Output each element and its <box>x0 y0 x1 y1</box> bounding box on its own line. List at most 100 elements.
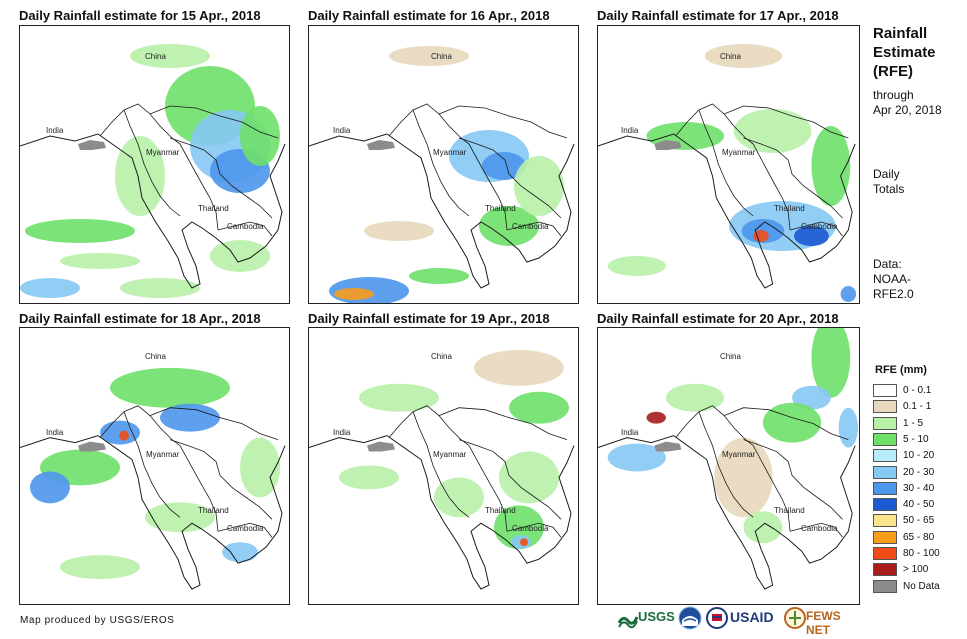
country-border <box>412 411 470 518</box>
legend-label: No Data <box>903 580 940 592</box>
country-border <box>458 439 562 520</box>
rainfall-patch <box>646 411 666 424</box>
through-date: Apr 20, 2018 <box>873 103 942 117</box>
panel-title-17apr: Daily Rainfall estimate for 17 Apr., 201… <box>597 8 839 23</box>
legend-label: 50 - 65 <box>903 515 935 527</box>
country-border <box>217 522 273 538</box>
label-thailand: Thailand <box>198 204 229 213</box>
rainfall-patch <box>704 44 783 68</box>
rainfall-patch <box>607 443 666 472</box>
country-border <box>752 143 791 231</box>
no-data-area <box>654 140 682 150</box>
country-border <box>438 407 568 440</box>
legend-swatch <box>873 416 897 430</box>
legend-label: 0 - 0.1 <box>903 385 932 396</box>
country-border <box>99 103 181 145</box>
usgs-text: USGS <box>638 609 675 624</box>
totals-label: Totals <box>873 182 905 196</box>
rainfall-patch <box>334 288 374 300</box>
label-china: China <box>431 52 452 61</box>
country-border <box>169 137 273 219</box>
label-cambodia: Cambodia <box>227 222 264 231</box>
country-border <box>388 103 470 145</box>
legend-swatch <box>873 547 897 560</box>
source-line1: NOAA- <box>873 272 912 286</box>
rainfall-patch <box>389 46 469 66</box>
country-border <box>412 109 470 217</box>
rainfall-patch <box>222 542 258 563</box>
coastline <box>598 435 856 590</box>
no-data-area <box>367 140 395 150</box>
country-border <box>169 439 273 520</box>
map-panel-18apr: China India Myanmar Thailand Cambodia <box>19 327 290 605</box>
panel-title-19apr: Daily Rainfall estimate for 19 Apr., 201… <box>308 311 550 326</box>
sidebar-through: through Apr 20, 2018 <box>873 88 942 118</box>
rainfall-patch <box>811 126 851 206</box>
label-myanmar: Myanmar <box>433 450 467 459</box>
rainfall-patch <box>240 437 280 498</box>
rainfall-patch <box>509 391 569 424</box>
label-thailand: Thailand <box>485 204 516 213</box>
rainfall-patch <box>60 253 140 269</box>
rainfall-patch <box>474 349 564 386</box>
label-myanmar: Myanmar <box>146 148 180 157</box>
country-border <box>468 445 508 532</box>
label-india: India <box>333 428 351 437</box>
sidebar-title-line3: (RFE) <box>873 63 913 80</box>
label-myanmar: Myanmar <box>433 148 467 157</box>
legend-swatch <box>873 514 897 528</box>
rainfall-patch <box>743 511 783 544</box>
legend-swatch <box>873 530 897 544</box>
label-cambodia: Cambodia <box>227 524 264 533</box>
country-border <box>217 221 273 237</box>
map-panel-17apr: China India Myanmar Thailand Cambodia <box>597 25 860 304</box>
label-cambodia: Cambodia <box>512 524 549 533</box>
label-cambodia: Cambodia <box>801 524 838 533</box>
rainfall-patch <box>110 367 230 408</box>
rainfall-patch <box>119 430 129 441</box>
country-border <box>506 221 562 237</box>
rainfall-patch <box>793 226 829 246</box>
country-border <box>698 109 754 217</box>
country-border <box>468 143 508 231</box>
country-border <box>675 405 754 446</box>
label-myanmar: Myanmar <box>146 450 180 459</box>
country-border <box>149 105 279 139</box>
fewsnet-text: FEWS NET <box>806 609 841 637</box>
legend-swatch <box>873 481 897 495</box>
label-myanmar: Myanmar <box>722 450 756 459</box>
rainfall-patch <box>482 152 526 180</box>
rainfall-patch <box>838 407 859 448</box>
rainfall-patch <box>840 286 857 302</box>
usgs-wave-icon <box>618 616 638 629</box>
data-label: Data: <box>873 257 902 271</box>
no-data-area <box>654 441 682 452</box>
panel-title-18apr: Daily Rainfall estimate for 18 Apr., 201… <box>19 311 261 326</box>
country-border <box>723 105 849 139</box>
rainfall-patch <box>25 219 135 243</box>
country-border <box>698 411 754 518</box>
label-cambodia: Cambodia <box>801 222 838 231</box>
noaa-logo <box>678 606 702 632</box>
country-border <box>675 103 754 145</box>
label-thailand: Thailand <box>774 204 805 213</box>
legend-swatch <box>873 465 897 479</box>
rainfall-patch <box>364 221 434 241</box>
map-panel-20apr: China India Myanmar Thailand Cambodia <box>597 327 860 605</box>
rainfall-patch <box>714 437 773 518</box>
rainfall-patch <box>514 156 564 216</box>
rainfall-patch <box>665 383 725 412</box>
map-panel-15apr: China India Myanmar Thailand Cambodia <box>19 25 290 304</box>
rainfall-patch <box>792 385 831 410</box>
rainfall-patch <box>762 402 822 443</box>
coastline <box>598 133 856 289</box>
rainfall-patch <box>130 44 210 68</box>
country-border <box>723 407 849 440</box>
legend-label: 80 - 100 <box>903 548 940 559</box>
country-border <box>458 137 562 219</box>
map-canvas <box>598 328 859 590</box>
legend-label: 20 - 30 <box>903 466 935 478</box>
sidebar-title-line2: Estimate <box>873 44 936 61</box>
label-india: India <box>46 126 64 135</box>
rainfall-patch <box>145 502 215 533</box>
